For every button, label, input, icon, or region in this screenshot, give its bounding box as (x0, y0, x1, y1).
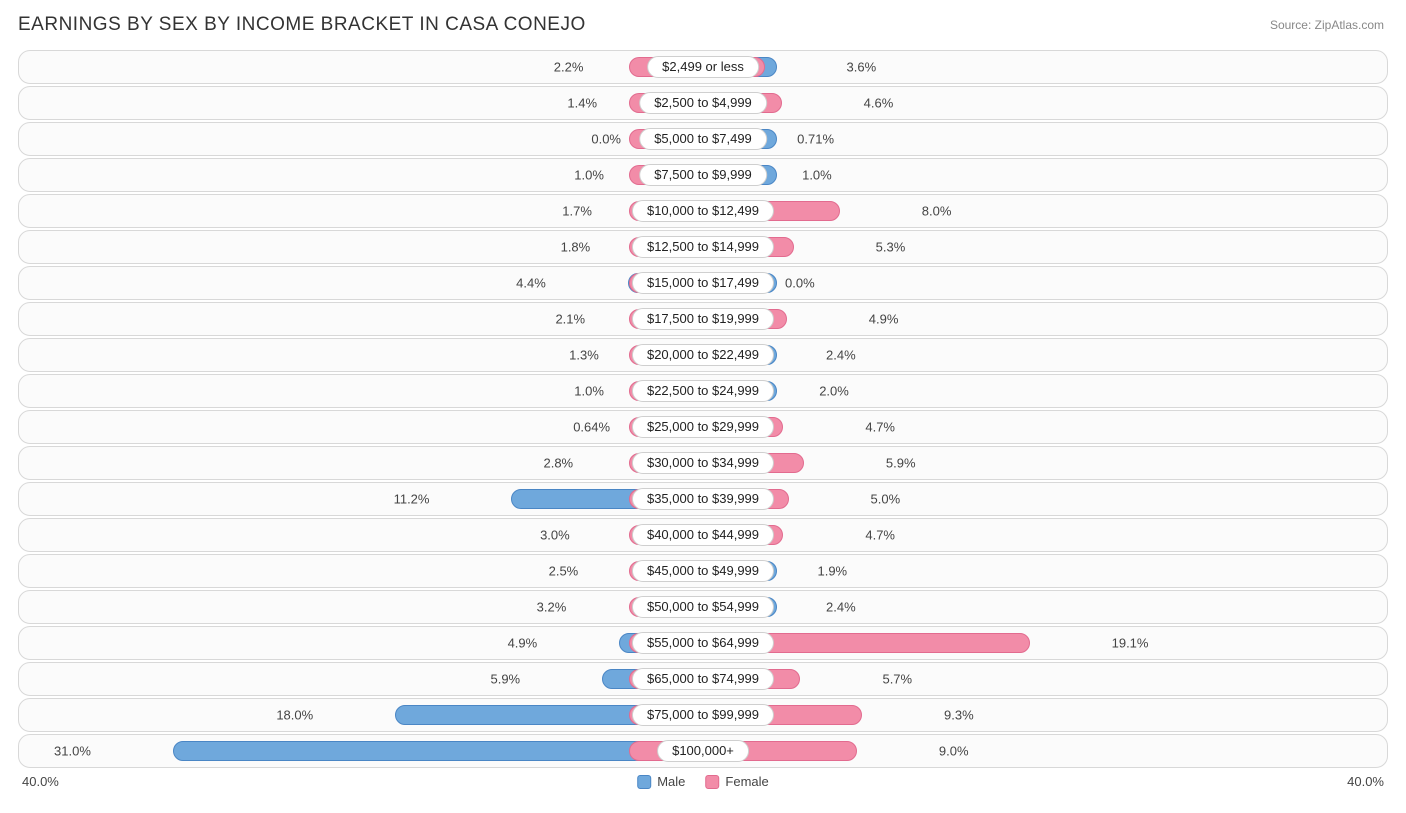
bracket-label: $40,000 to $44,999 (632, 524, 774, 546)
legend: Male Female (637, 774, 769, 789)
legend-label-male: Male (657, 774, 685, 789)
male-value-label: 0.0% (591, 132, 621, 147)
female-value-label: 19.1% (1112, 636, 1149, 651)
chart-row: 1.7% 8.0% $10,000 to $12,499 (18, 194, 1388, 228)
female-value-label: 3.6% (847, 60, 877, 75)
bracket-label: $45,000 to $49,999 (632, 560, 774, 582)
female-value-label: 8.0% (922, 204, 952, 219)
male-value-label: 1.3% (569, 348, 599, 363)
chart-row: 3.0% 4.7% $40,000 to $44,999 (18, 518, 1388, 552)
bracket-label: $10,000 to $12,499 (632, 200, 774, 222)
bracket-label: $30,000 to $34,999 (632, 452, 774, 474)
female-value-label: 2.4% (826, 348, 856, 363)
male-value-label: 1.0% (574, 168, 604, 183)
bracket-label: $75,000 to $99,999 (632, 704, 774, 726)
bracket-label: $22,500 to $24,999 (632, 380, 774, 402)
female-value-label: 5.3% (876, 240, 906, 255)
male-value-label: 31.0% (54, 744, 91, 759)
male-value-label: 1.0% (574, 384, 604, 399)
axis-max-left: 40.0% (22, 774, 59, 789)
bracket-label: $15,000 to $17,499 (632, 272, 774, 294)
legend-item-female: Female (705, 774, 768, 789)
female-value-label: 5.9% (886, 456, 916, 471)
bracket-label: $7,500 to $9,999 (639, 164, 767, 186)
bracket-label: $12,500 to $14,999 (632, 236, 774, 258)
bracket-label: $25,000 to $29,999 (632, 416, 774, 438)
female-value-label: 0.71% (797, 132, 834, 147)
bracket-label: $35,000 to $39,999 (632, 488, 774, 510)
legend-label-female: Female (725, 774, 768, 789)
male-value-label: 4.4% (516, 276, 546, 291)
chart-row: 0.64% 4.7% $25,000 to $29,999 (18, 410, 1388, 444)
bracket-label: $2,500 to $4,999 (639, 92, 767, 114)
female-value-label: 4.7% (865, 528, 895, 543)
bracket-label: $20,000 to $22,499 (632, 344, 774, 366)
chart-row: 5.9% 5.7% $65,000 to $74,999 (18, 662, 1388, 696)
male-value-label: 1.8% (561, 240, 591, 255)
chart-row: 1.4% 4.6% $2,500 to $4,999 (18, 86, 1388, 120)
chart-row: 2.2% 3.6% $2,499 or less (18, 50, 1388, 84)
female-value-label: 4.6% (864, 96, 894, 111)
male-value-label: 5.9% (490, 672, 520, 687)
male-value-label: 2.8% (543, 456, 573, 471)
axis-max-right: 40.0% (1347, 774, 1384, 789)
chart-row: 11.2% 5.0% $35,000 to $39,999 (18, 482, 1388, 516)
male-value-label: 2.2% (554, 60, 584, 75)
bracket-label: $2,499 or less (647, 56, 759, 78)
male-value-label: 1.4% (567, 96, 597, 111)
male-value-label: 4.9% (508, 636, 538, 651)
male-value-label: 2.5% (549, 564, 579, 579)
female-value-label: 0.0% (785, 276, 815, 291)
chart-row: 2.5% 1.9% $45,000 to $49,999 (18, 554, 1388, 588)
bracket-label: $65,000 to $74,999 (632, 668, 774, 690)
male-value-label: 3.2% (537, 600, 567, 615)
chart-row: 1.0% 1.0% $7,500 to $9,999 (18, 158, 1388, 192)
chart-row: 1.3% 2.4% $20,000 to $22,499 (18, 338, 1388, 372)
bracket-label: $5,000 to $7,499 (639, 128, 767, 150)
female-value-label: 2.0% (819, 384, 849, 399)
chart-row: 4.9% 19.1% $55,000 to $64,999 (18, 626, 1388, 660)
male-value-label: 0.64% (573, 420, 610, 435)
male-swatch-icon (637, 775, 651, 789)
bracket-label: $17,500 to $19,999 (632, 308, 774, 330)
female-value-label: 1.0% (802, 168, 832, 183)
chart-row: 1.8% 5.3% $12,500 to $14,999 (18, 230, 1388, 264)
male-value-label: 2.1% (555, 312, 585, 327)
chart-row: 31.0% 9.0% $100,000+ (18, 734, 1388, 768)
diverging-bar-chart: 2.2% 3.6% $2,499 or less 1.4% 4.6% $2,500 to … (18, 50, 1388, 767)
female-value-label: 4.7% (865, 420, 895, 435)
female-value-label: 9.3% (944, 708, 974, 723)
male-value-label: 18.0% (276, 708, 313, 723)
chart-row: 1.0% 2.0% $22,500 to $24,999 (18, 374, 1388, 408)
female-value-label: 9.0% (939, 744, 969, 759)
female-value-label: 5.0% (871, 492, 901, 507)
source-attribution: Source: ZipAtlas.com (1270, 18, 1384, 32)
chart-row: 18.0% 9.3% $75,000 to $99,999 (18, 698, 1388, 732)
male-value-label: 3.0% (540, 528, 570, 543)
legend-item-male: Male (637, 774, 685, 789)
female-value-label: 5.7% (882, 672, 912, 687)
female-value-label: 2.4% (826, 600, 856, 615)
chart-row: 2.1% 4.9% $17,500 to $19,999 (18, 302, 1388, 336)
female-value-label: 4.9% (869, 312, 899, 327)
chart-title: EARNINGS BY SEX BY INCOME BRACKET IN CAS… (18, 14, 586, 36)
chart-row: 3.2% 2.4% $50,000 to $54,999 (18, 590, 1388, 624)
chart-row: 0.0% 0.71% $5,000 to $7,499 (18, 122, 1388, 156)
chart-row: 2.8% 5.9% $30,000 to $34,999 (18, 446, 1388, 480)
male-value-label: 1.7% (562, 204, 592, 219)
bracket-label: $55,000 to $64,999 (632, 632, 774, 654)
male-value-label: 11.2% (394, 492, 430, 507)
female-value-label: 1.9% (817, 564, 847, 579)
chart-row: 4.4% 0.0% $15,000 to $17,499 (18, 266, 1388, 300)
female-swatch-icon (705, 775, 719, 789)
bracket-label: $50,000 to $54,999 (632, 596, 774, 618)
bracket-label: $100,000+ (657, 740, 749, 762)
